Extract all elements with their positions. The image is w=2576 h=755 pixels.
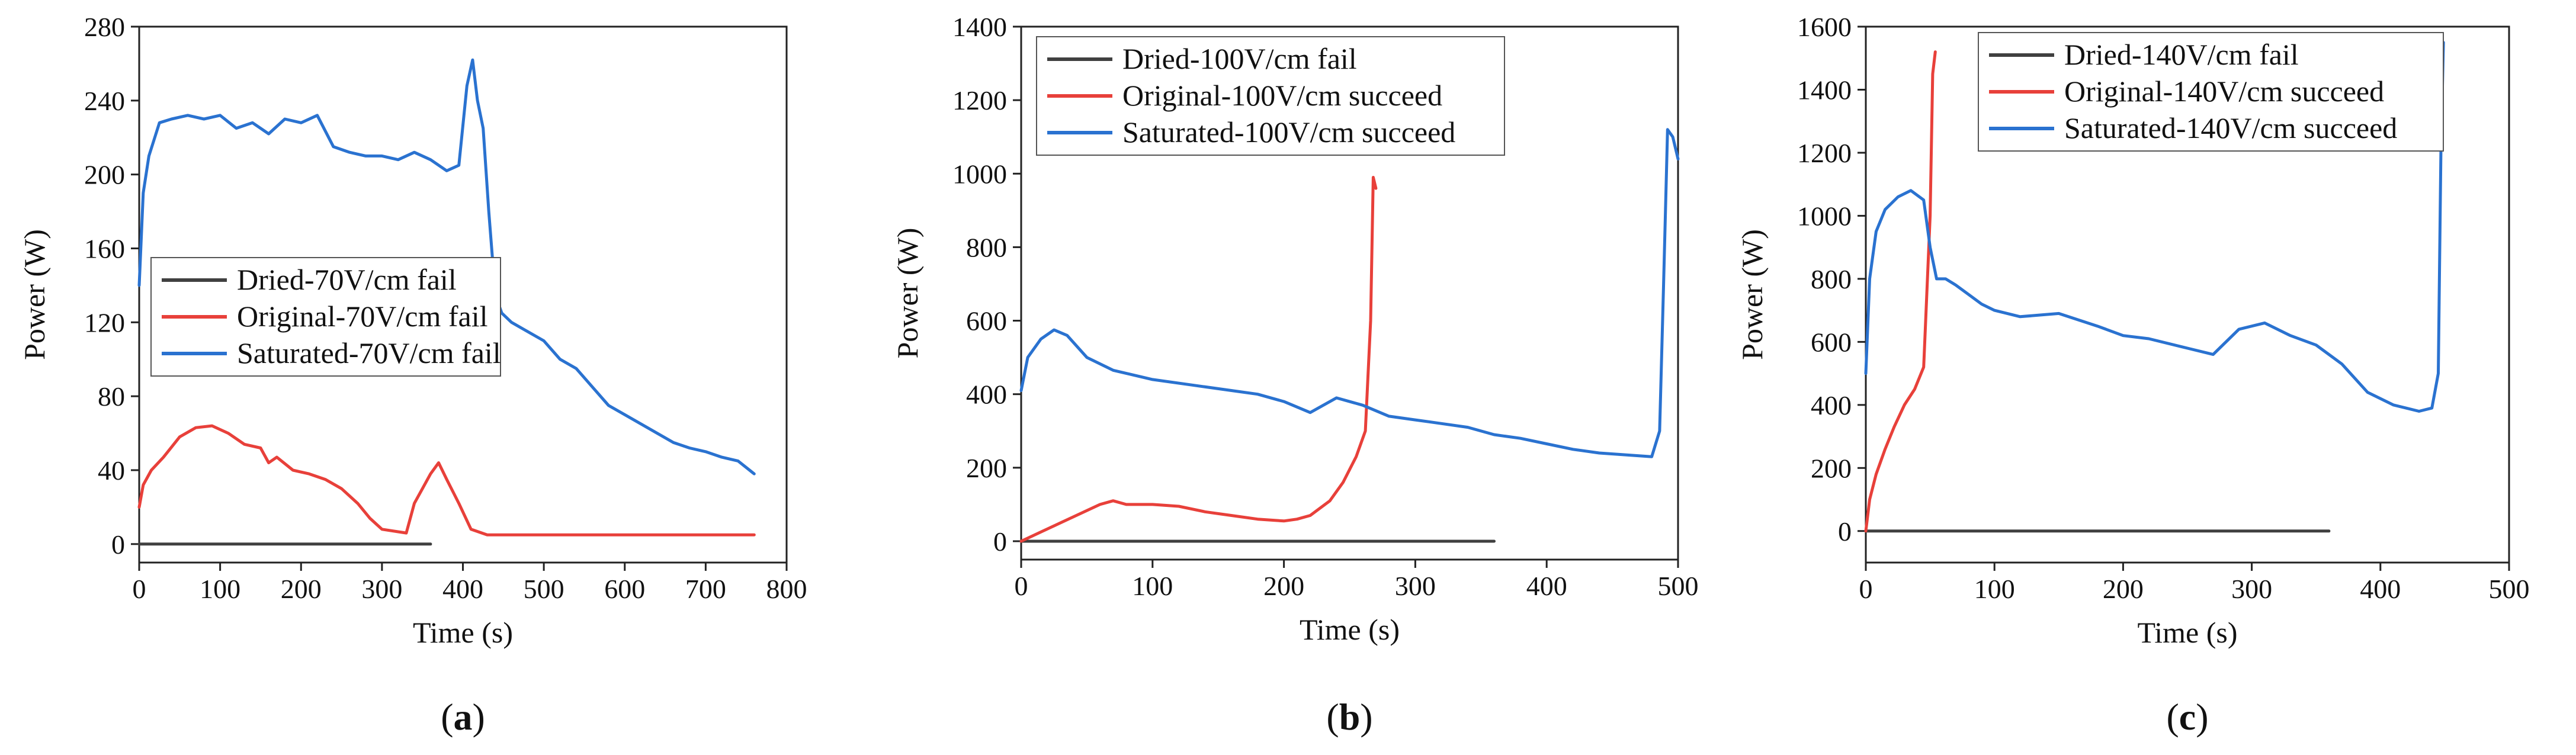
legend-entry: Saturated-70V/cm fail (237, 336, 501, 370)
caption-letter: c (2179, 696, 2196, 738)
x-tick-label: 100 (200, 574, 240, 604)
x-tick-label: 300 (361, 574, 402, 604)
x-tick-label: 200 (1263, 571, 1304, 601)
y-tick-label: 1200 (1797, 138, 1852, 168)
y-tick-label: 1600 (1797, 12, 1852, 42)
y-tick-label: 1400 (952, 12, 1007, 42)
x-tick-label: 200 (281, 574, 322, 604)
y-tick-label: 800 (966, 232, 1007, 262)
caption-close-paren: ) (473, 696, 485, 738)
caption-open-paren: ( (441, 696, 453, 738)
caption-open-paren: ( (1326, 696, 1339, 738)
y-tick-label: 600 (1811, 327, 1852, 357)
x-tick-label: 300 (2231, 574, 2272, 604)
y-tick-label: 0 (111, 529, 125, 560)
legend-entry: Original-70V/cm fail (237, 300, 488, 333)
plot-frame-b (1020, 25, 1679, 561)
legend-entry: Original-100V/cm succeed (1122, 79, 1442, 112)
y-tick-label: 1000 (1797, 201, 1852, 231)
legend-entry: Saturated-140V/cm succeed (2064, 111, 2397, 144)
legend-entry: Dried-140V/cm fail (2064, 38, 2299, 71)
legend-entry: Original-140V/cm succeed (2064, 75, 2384, 108)
x-axis-title: Time (s) (413, 616, 513, 649)
legend-b: Dried-100V/cm fail Original-100V/cm succe… (1036, 36, 1505, 156)
y-axis-title: Power (W) (1735, 229, 1769, 360)
panel-caption-a: (a) (441, 696, 485, 738)
series-line-c-2 (1864, 50, 1937, 533)
y-axis-title: Power (W) (891, 228, 924, 359)
x-tick-label: 600 (604, 574, 645, 604)
caption-close-paren: ) (1360, 696, 1372, 738)
x-tick-label: 200 (2103, 574, 2144, 604)
series-line-a-2 (137, 424, 756, 536)
x-tick-label: 400 (442, 574, 483, 604)
caption-letter: b (1339, 696, 1361, 738)
legend-a: Dried-70V/cm fail Original-70V/cm failSat… (150, 257, 501, 377)
y-axis-title: Power (W) (18, 229, 51, 360)
y-tick-label: 1200 (952, 85, 1007, 115)
caption-letter: a (454, 696, 473, 738)
series-line-b-2 (1019, 176, 1378, 543)
y-tick-label: 400 (1811, 390, 1852, 420)
x-axis-title: Time (s) (1300, 613, 1400, 646)
y-tick-label: 400 (966, 380, 1007, 410)
series-line-a-3 (137, 58, 756, 476)
x-tick-label: 0 (1859, 574, 1873, 604)
x-tick-label: 500 (2489, 574, 2530, 604)
x-tick-label: 100 (1974, 574, 2015, 604)
x-tick-label: 100 (1132, 571, 1173, 601)
x-tick-label: 800 (766, 574, 807, 604)
series-line-b-3 (1019, 128, 1680, 458)
x-tick-label: 400 (1526, 571, 1567, 601)
x-tick-label: 300 (1395, 571, 1436, 601)
y-tick-label: 280 (84, 12, 125, 42)
legend-box (1978, 32, 2444, 152)
y-tick-label: 120 (84, 307, 125, 338)
series-line-c-3 (1864, 41, 2445, 413)
legend-box (1036, 36, 1505, 156)
y-tick-label: 160 (84, 233, 125, 264)
y-tick-label: 0 (1838, 516, 1852, 547)
chart-c: 0 100 200 300 400 500 0 200 400 600 800 1000 1200 140… (1735, 12, 2530, 738)
y-tick-label: 200 (966, 453, 1007, 483)
panel-caption-c: (c) (2166, 696, 2208, 738)
y-tick-label: 240 (84, 86, 125, 116)
x-tick-label: 0 (1015, 571, 1028, 601)
y-tick-label: 0 (993, 526, 1007, 557)
y-tick-label: 80 (98, 381, 125, 412)
y-tick-label: 200 (1811, 453, 1852, 483)
y-tick-label: 800 (1811, 264, 1852, 294)
y-tick-label: 1400 (1797, 75, 1852, 105)
caption-close-paren: ) (2196, 696, 2208, 738)
caption-open-paren: ( (2166, 696, 2179, 738)
y-tick-label: 1000 (952, 159, 1007, 189)
x-tick-label: 400 (2360, 574, 2401, 604)
y-tick-label: 200 (84, 160, 125, 190)
x-tick-label: 0 (133, 574, 146, 604)
x-tick-label: 700 (685, 574, 726, 604)
chart-b: 0 100 200 300 400 500 0 200 400 600 800 1000 1200 140… (891, 12, 1699, 738)
plot-frame-c (1865, 25, 2510, 564)
x-tick-label: 500 (524, 574, 564, 604)
legend-entry: Dried-70V/cm fail (237, 263, 457, 296)
chart-a: 0 100 200 300 400 500 600 700 800 0 40 80 120 160 200 2… (18, 12, 807, 738)
x-tick-label: 500 (1658, 571, 1699, 601)
y-tick-label: 600 (966, 306, 1007, 336)
panel-caption-b: (b) (1326, 696, 1372, 738)
legend-entry: Dried-100V/cm fail (1122, 42, 1357, 75)
x-axis-title: Time (s) (2137, 616, 2237, 649)
y-tick-label: 40 (98, 455, 125, 486)
legend-c: Dried-140V/cm fail Original-140V/cm succe… (1978, 32, 2444, 152)
legend-entry: Saturated-100V/cm succeed (1122, 115, 1455, 149)
